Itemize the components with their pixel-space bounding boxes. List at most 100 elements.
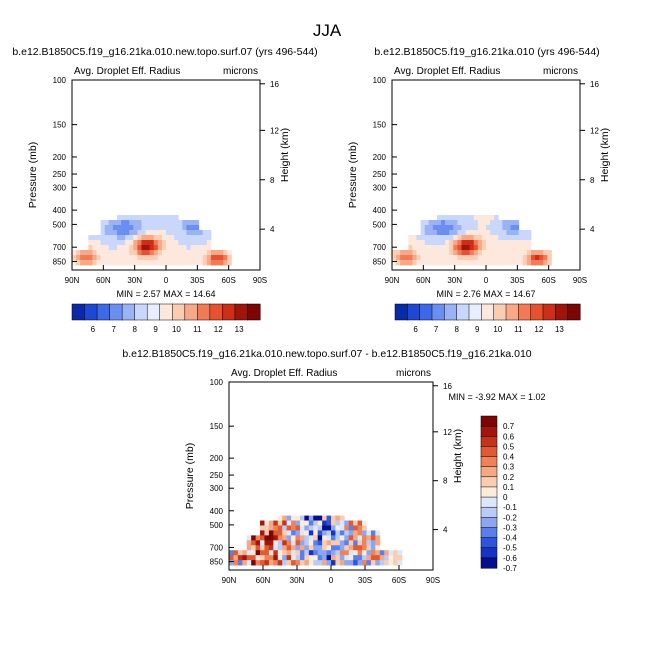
heatmap-cell [317, 525, 323, 531]
heatmap-cell [526, 240, 532, 246]
heatmap-cell [166, 255, 171, 261]
heatmap-cell [322, 560, 327, 566]
heatmap-cell [326, 540, 332, 546]
heatmap-cell [379, 550, 385, 556]
heatmap-cell [84, 260, 89, 266]
heatmap-cell [481, 260, 487, 266]
heatmap-cell [344, 555, 350, 561]
heatmap-cell [506, 235, 511, 241]
colorbar-label: 12 [534, 325, 543, 334]
heatmap-cell [299, 560, 305, 566]
heatmap-cell [547, 260, 552, 266]
heatmap-cell [518, 235, 524, 241]
heatmap-cell [137, 260, 142, 266]
heatmap-cell [308, 545, 314, 551]
colorbar-swatch [480, 466, 498, 478]
heatmap-cell [88, 260, 93, 266]
heatmap-cell [522, 245, 528, 251]
heatmap-cell [198, 240, 204, 246]
heatmap-cell [441, 255, 446, 261]
heatmap-cell [291, 550, 296, 556]
heatmap-cell [161, 225, 167, 231]
heatmap-cell [449, 250, 454, 256]
heatmap-cell [108, 235, 114, 241]
heatmap-cell [397, 555, 403, 561]
y-tick-label: 700 [53, 243, 67, 252]
heatmap-cell [317, 545, 323, 551]
heatmap-cell [317, 520, 323, 526]
colorbar-swatch [480, 517, 498, 529]
heatmap-cell [273, 545, 279, 551]
heatmap-cell [375, 540, 381, 546]
heatmap-cell [465, 230, 471, 236]
heatmap-cell [465, 245, 471, 251]
heatmap-cell [129, 225, 134, 231]
heatmap-cell [108, 220, 114, 226]
heatmap-cell [116, 250, 122, 256]
heatmap-cell [291, 520, 296, 526]
heatmap-cell [498, 220, 503, 226]
heatmap-cell [223, 260, 228, 266]
heatmap-cell [121, 235, 126, 241]
heatmap-cell [157, 220, 163, 226]
heatmap-cell [246, 560, 252, 566]
heatmap-cell [210, 260, 216, 266]
heatmap-cell [424, 250, 430, 256]
heatmap-cell [366, 550, 372, 556]
heatmap-cell [477, 255, 483, 261]
heatmap-cell [428, 255, 434, 261]
heatmap-cell [96, 240, 102, 246]
heatmap-cell [137, 255, 142, 261]
heatmap-cell [370, 530, 376, 536]
heatmap-cell [412, 235, 417, 241]
heatmap-cell [353, 525, 358, 531]
heatmap-cell [291, 530, 296, 536]
heatmap-cell [400, 255, 405, 261]
heatmap-cell [449, 220, 454, 226]
heatmap-cell [362, 560, 367, 566]
heatmap-cell [223, 255, 228, 261]
colorbar-swatch [134, 303, 148, 321]
heatmap-cell [370, 540, 376, 546]
heatmap-cell [514, 260, 520, 266]
heatmap-cell [190, 245, 196, 251]
heatmap-cell [174, 250, 179, 256]
heatmap-cell [174, 225, 179, 231]
heatmap-cell [477, 250, 483, 256]
heatmap-cell [273, 550, 279, 556]
heatmap-cell [366, 545, 372, 551]
heatmap-cell [178, 220, 183, 226]
heatmap-cell [141, 245, 146, 251]
y2-tick-label: 16 [443, 382, 452, 391]
heatmap-cell [304, 515, 310, 521]
heatmap-cell [96, 250, 102, 256]
heatmap-cell [170, 250, 175, 256]
heatmap-cell [76, 260, 81, 266]
heatmap-cell [186, 235, 191, 241]
heatmap-cell [535, 250, 540, 256]
y-axis-label: Pressure (mb) [184, 443, 196, 510]
heatmap-cell [273, 525, 279, 531]
heatmap-cell [335, 515, 341, 521]
heatmap-cell [194, 260, 200, 266]
heatmap-cell [308, 515, 314, 521]
heatmap-cell [326, 550, 332, 556]
heatmap-cell [125, 215, 130, 221]
heatmap-cell [133, 255, 138, 261]
heatmap-cell [416, 255, 422, 261]
heatmap-cell [121, 250, 126, 256]
heatmap-cell [268, 560, 274, 566]
heatmap-cell [125, 260, 130, 266]
heatmap-cell [198, 255, 204, 261]
heatmap-cell [174, 255, 179, 261]
heatmap-cell [510, 245, 516, 251]
heatmap-cell [161, 245, 167, 251]
heatmap-cell [108, 245, 114, 251]
heatmap-cell [353, 560, 358, 566]
y2-tick-label: 12 [443, 428, 452, 437]
heatmap-cell [384, 550, 390, 556]
colorbar-label: 0.7 [503, 422, 515, 431]
heatmap-cell [348, 560, 354, 566]
heatmap-cell [481, 220, 487, 226]
heatmap-cell [182, 245, 187, 251]
